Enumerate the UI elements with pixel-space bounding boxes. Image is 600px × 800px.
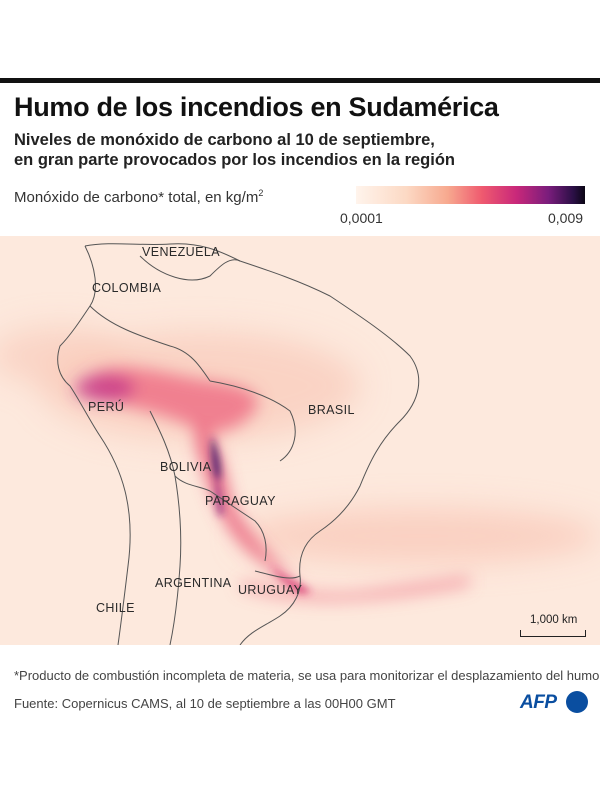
scale-bar [520,630,586,637]
legend-color-scale [356,186,585,204]
subtitle: Niveles de monóxido de carbono al 10 de … [14,130,594,170]
page-title: Humo de los incendios en Sudamérica [14,92,499,122]
top-rule [0,78,600,83]
label-argentina: ARGENTINA [155,576,232,590]
border-colombia-peru [89,305,211,382]
subtitle-line-1: Niveles de monóxido de carbono al 10 de … [14,131,435,149]
border-venezuela [139,255,241,281]
label-brasil: BRASIL [308,403,355,417]
country-borders [57,243,420,645]
scale-label: 1,000 km [530,614,578,626]
label-paraguay: PARAGUAY [205,494,276,508]
map: VENEZUELA COLOMBIA PERÚ BRASIL BOLIVIA P… [0,236,600,645]
label-bolivia: BOLIVIA [160,460,212,474]
east-coast [84,243,420,645]
west-coast [57,245,131,645]
footnote: *Producto de combustión incompleta de ma… [14,668,600,683]
legend-label: Monóxido de carbono* total, en kg/m2 [14,188,263,206]
legend-label-text: Monóxido de carbono* total, en kg/m [14,189,259,206]
label-peru: PERÚ [88,400,125,414]
legend-max: 0,009 [548,210,584,226]
afp-logo-text: AFP [520,692,557,713]
border-paraguay [209,490,267,562]
smoke-plume-core [211,436,312,594]
border-argentina-chile [169,475,182,645]
label-colombia: COLOMBIA [92,281,162,295]
afp-logo-dot [566,691,588,713]
legend-min: 0,0001 [340,210,383,226]
border-brasil-bolivia [209,380,296,462]
label-venezuela: VENEZUELA [142,245,220,259]
label-uruguay: URUGUAY [238,583,303,597]
afp-logo: AFP [520,690,588,716]
source: Fuente: Copernicus CAMS, al 10 de septie… [14,696,396,711]
legend-label-sup: 2 [258,188,264,198]
subtitle-line-2: en gran parte provocados por los incendi… [14,151,456,169]
border-bolivia-chile [149,410,211,492]
label-chile: CHILE [96,601,135,615]
map-svg [0,236,600,645]
border-uruguay [254,570,301,579]
